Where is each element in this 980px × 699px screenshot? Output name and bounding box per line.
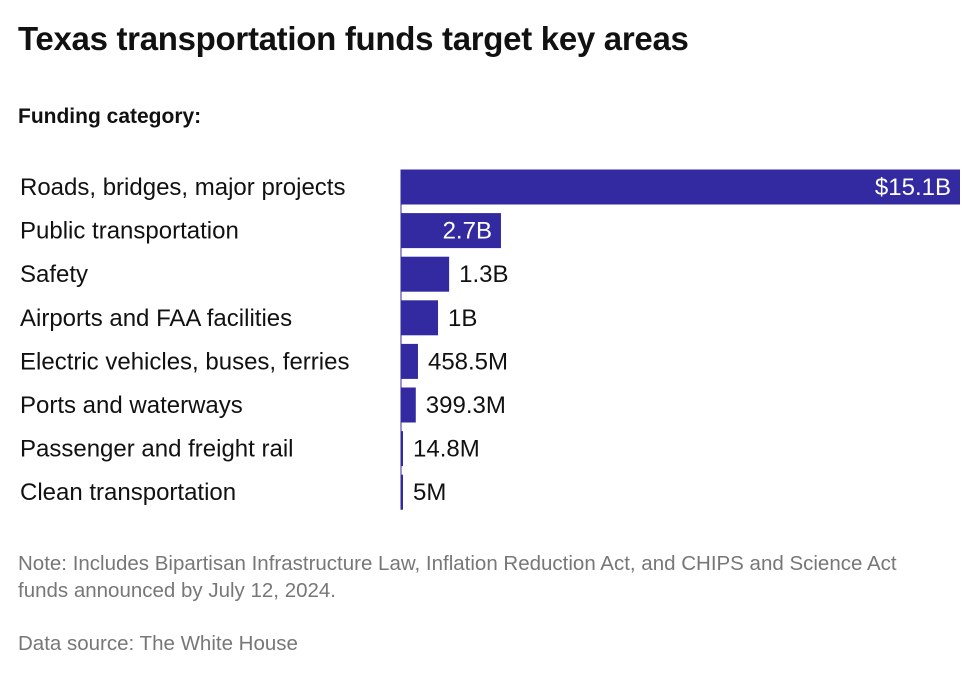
value-label: 458.5M <box>428 348 508 375</box>
chart-note: Note: Includes Bipartisan Infrastructure… <box>18 552 897 602</box>
bar <box>401 169 960 205</box>
bar <box>401 300 439 336</box>
value-label: 399.3M <box>426 392 506 419</box>
category-label: Safety <box>20 261 88 288</box>
bar <box>401 343 418 379</box>
chart-title: Texas transportation funds target key ar… <box>18 20 689 57</box>
bar <box>401 474 403 510</box>
value-label: 1B <box>448 305 477 332</box>
category-label: Clean transportation <box>20 479 236 506</box>
category-label: Electric vehicles, buses, ferries <box>20 348 349 375</box>
category-label: Passenger and freight rail <box>20 436 294 463</box>
bar <box>401 213 501 249</box>
bar-chart: Roads, bridges, major projects $15.1B Publ… <box>20 169 960 510</box>
value-label: 1.3B <box>459 261 508 288</box>
bar <box>401 256 450 292</box>
chart-subtitle: Funding category: <box>18 105 202 128</box>
value-label: 2.7B <box>443 218 492 245</box>
category-label: Public transportation <box>20 218 239 245</box>
value-label: $15.1B <box>875 174 951 201</box>
bar <box>401 431 403 467</box>
data-source: Data source: The White House <box>18 632 298 655</box>
bar <box>401 387 416 423</box>
category-label: Airports and FAA facilities <box>20 305 292 332</box>
category-label: Ports and waterways <box>20 392 243 419</box>
value-label: 14.8M <box>413 436 480 463</box>
category-label: Roads, bridges, major projects <box>20 174 345 201</box>
value-label: 5M <box>413 479 446 506</box>
